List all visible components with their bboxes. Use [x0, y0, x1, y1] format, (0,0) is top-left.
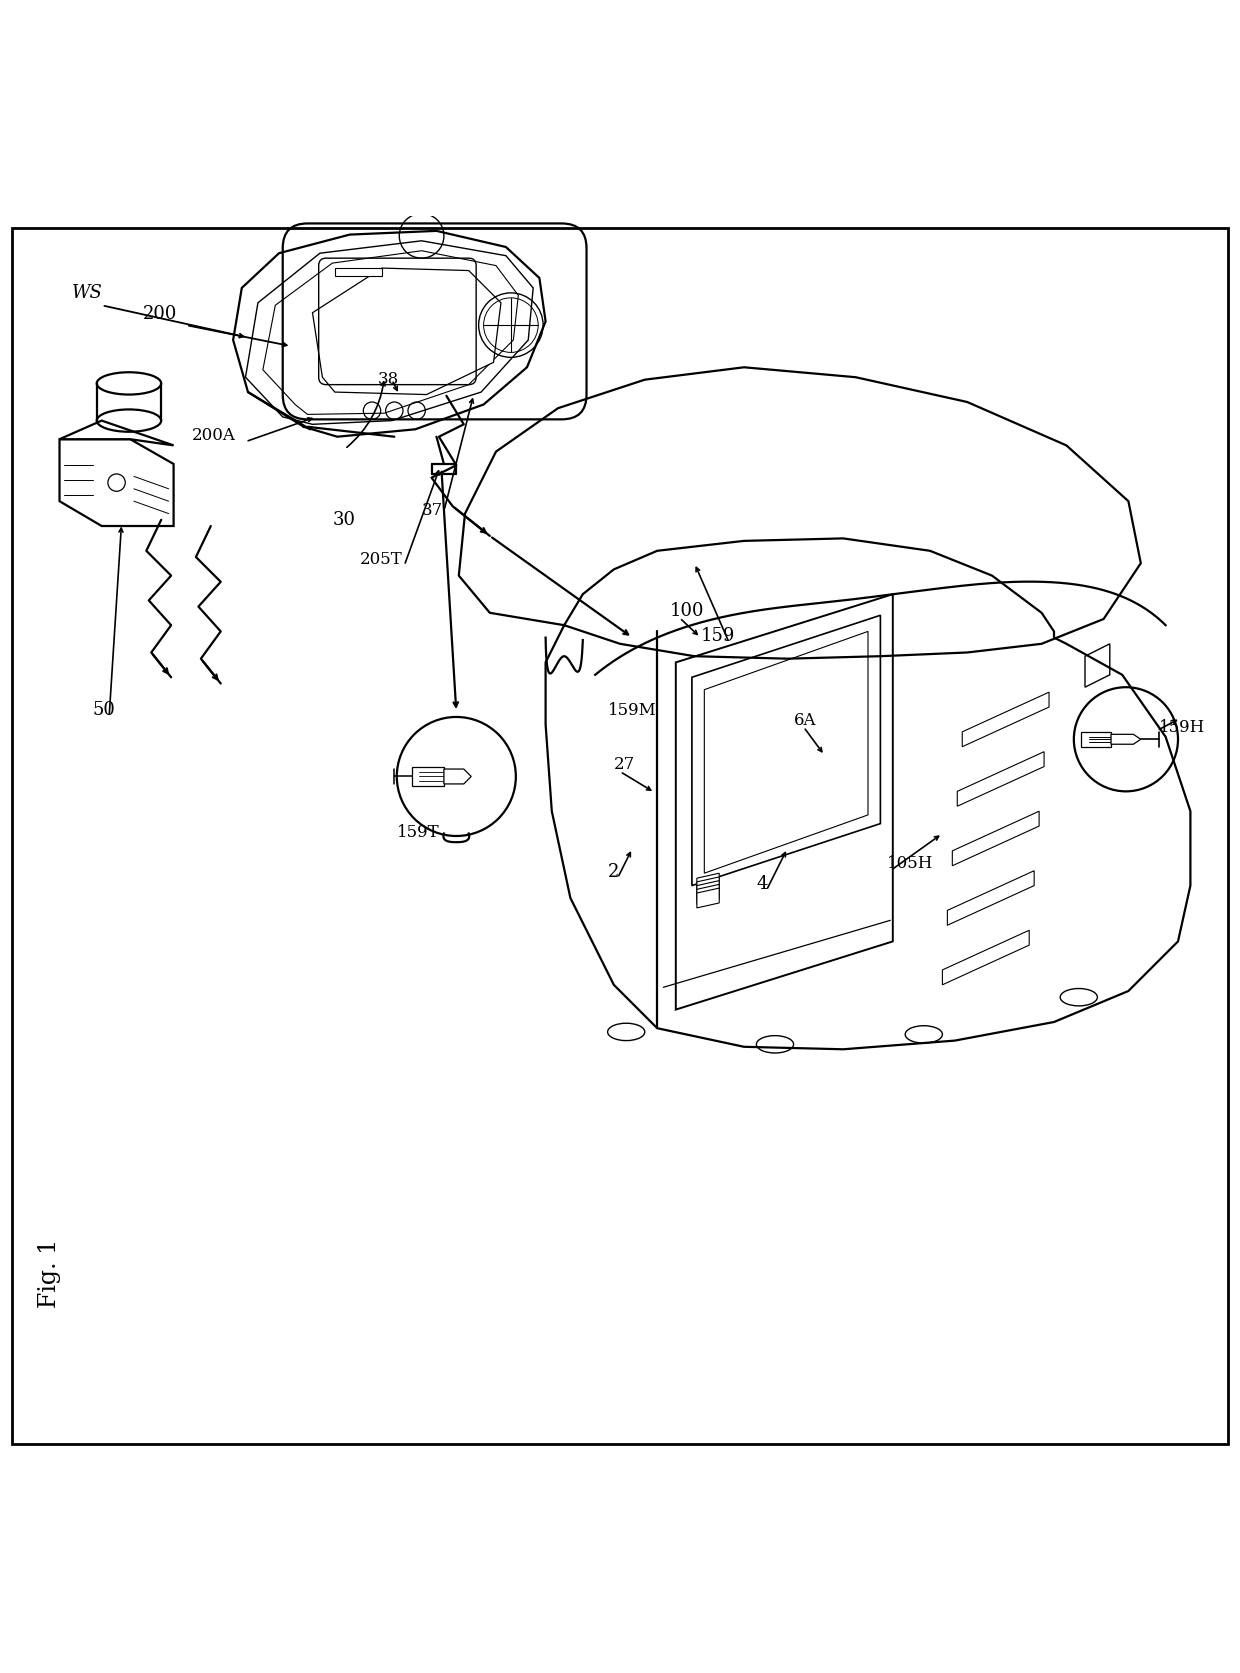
- Polygon shape: [444, 770, 471, 785]
- Polygon shape: [697, 882, 719, 902]
- Polygon shape: [1111, 734, 1141, 744]
- Polygon shape: [704, 632, 868, 873]
- Text: Fig. 1: Fig. 1: [38, 1238, 61, 1307]
- Text: 159M: 159M: [608, 703, 656, 719]
- Polygon shape: [412, 768, 444, 786]
- Polygon shape: [312, 269, 501, 395]
- Ellipse shape: [608, 1024, 645, 1041]
- Text: 4: 4: [756, 875, 768, 893]
- Text: 105H: 105H: [887, 855, 932, 872]
- Text: 100: 100: [670, 602, 704, 621]
- Polygon shape: [697, 873, 719, 893]
- Polygon shape: [263, 251, 518, 415]
- Polygon shape: [952, 811, 1039, 867]
- Text: 159H: 159H: [1159, 718, 1205, 734]
- Polygon shape: [942, 930, 1029, 985]
- Text: WS: WS: [72, 283, 103, 301]
- Text: 38: 38: [378, 371, 399, 388]
- Text: 2: 2: [608, 862, 619, 880]
- Text: 159: 159: [701, 627, 735, 644]
- Polygon shape: [1085, 644, 1110, 688]
- Ellipse shape: [756, 1036, 794, 1054]
- Polygon shape: [962, 693, 1049, 748]
- Polygon shape: [697, 885, 719, 905]
- Polygon shape: [246, 241, 533, 425]
- Polygon shape: [60, 440, 174, 527]
- Text: 200: 200: [143, 304, 177, 323]
- Text: 200A: 200A: [192, 427, 236, 443]
- Polygon shape: [335, 269, 382, 276]
- Polygon shape: [60, 422, 174, 447]
- Text: 205T: 205T: [360, 550, 402, 567]
- Text: 30: 30: [332, 510, 356, 529]
- Polygon shape: [697, 888, 719, 908]
- Text: 6A: 6A: [794, 713, 816, 729]
- Text: 27: 27: [614, 755, 635, 773]
- Ellipse shape: [1060, 989, 1097, 1005]
- Text: 50: 50: [93, 701, 115, 719]
- Polygon shape: [676, 596, 893, 1010]
- Polygon shape: [1081, 733, 1111, 748]
- Text: 37: 37: [422, 502, 443, 519]
- Polygon shape: [692, 616, 880, 887]
- Polygon shape: [947, 872, 1034, 925]
- Polygon shape: [957, 753, 1044, 806]
- Ellipse shape: [905, 1026, 942, 1044]
- Polygon shape: [697, 877, 719, 897]
- Text: 159T: 159T: [397, 823, 439, 840]
